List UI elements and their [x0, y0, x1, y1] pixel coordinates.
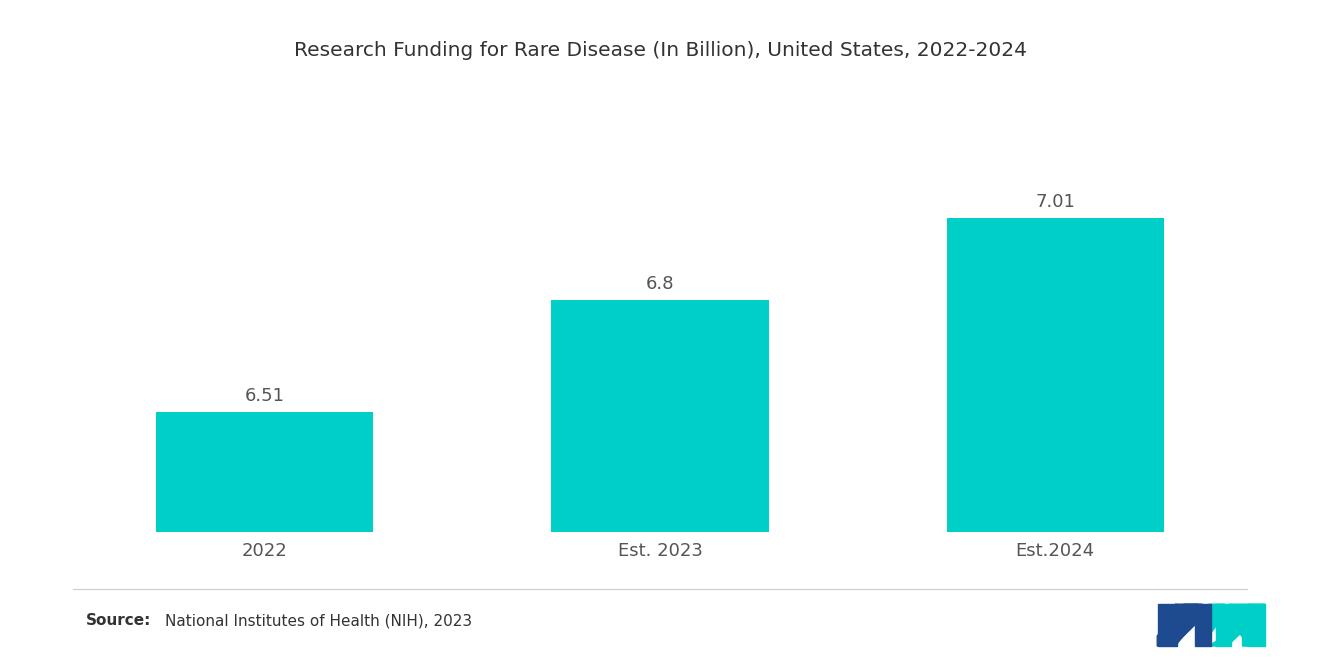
Polygon shape: [1158, 604, 1203, 646]
Title: Research Funding for Rare Disease (In Billion), United States, 2022-2024: Research Funding for Rare Disease (In Bi…: [293, 41, 1027, 60]
Polygon shape: [1229, 604, 1249, 644]
Text: 7.01: 7.01: [1035, 194, 1076, 211]
Polygon shape: [1216, 604, 1232, 646]
Polygon shape: [1247, 604, 1265, 646]
Polygon shape: [1196, 604, 1212, 646]
Bar: [156, 412, 374, 532]
Bar: [552, 299, 768, 532]
Polygon shape: [1175, 604, 1197, 644]
Text: 6.8: 6.8: [645, 275, 675, 293]
Text: 6.51: 6.51: [244, 387, 285, 405]
Polygon shape: [1159, 604, 1177, 646]
Text: National Institutes of Health (NIH), 2023: National Institutes of Health (NIH), 202…: [165, 613, 473, 628]
Text: Source:: Source:: [86, 613, 152, 628]
Polygon shape: [1209, 604, 1265, 646]
Polygon shape: [1209, 604, 1225, 636]
Bar: [946, 218, 1164, 532]
